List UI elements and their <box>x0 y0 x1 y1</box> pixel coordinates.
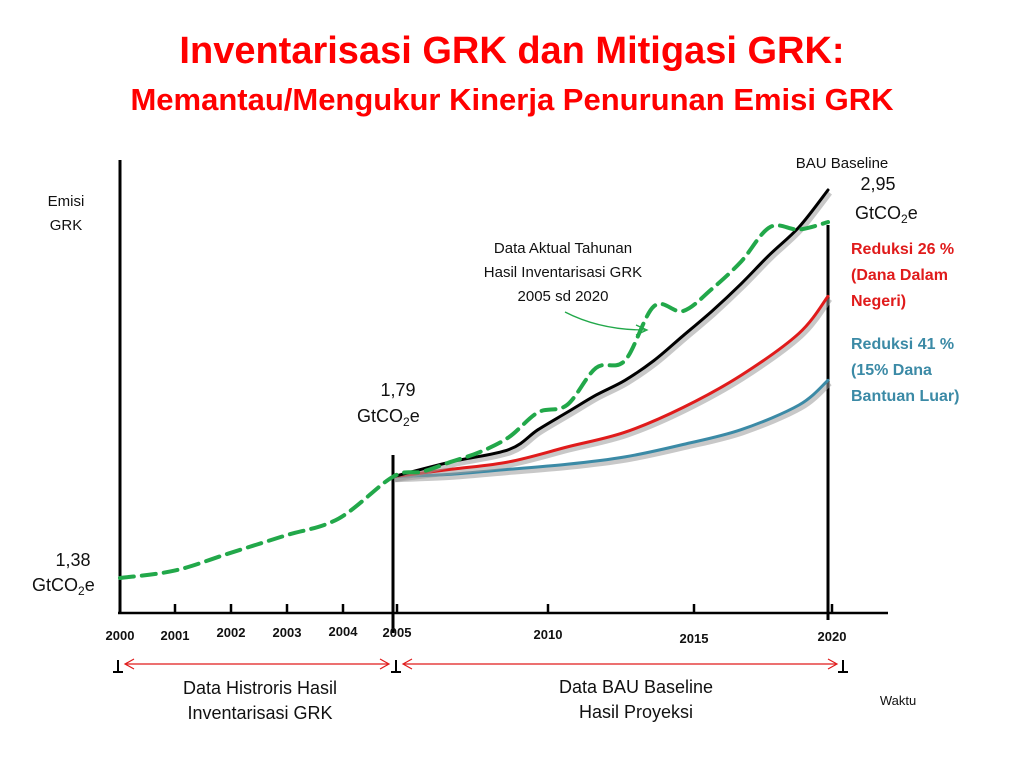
series-line-bau <box>391 188 830 479</box>
ylabel-line2: GRK <box>50 217 83 234</box>
projection-range-bracket <box>401 658 848 673</box>
start-value-label: 1,38 <box>55 550 90 570</box>
start-unit-label: GtCO2e <box>32 575 95 598</box>
r41-label-line1: Reduksi 41 % <box>851 336 954 353</box>
r41-label-line3: Bantuan Luar) <box>851 388 959 405</box>
x-ticks: 2000 2001 2002 2003 2004 2005 2010 2015 2020 <box>106 604 847 646</box>
x-tick-label-2001: 2001 <box>161 628 190 643</box>
r41-label-line2: (15% Dana <box>851 362 932 379</box>
series-shadow-3 <box>394 381 832 483</box>
aktual-annotation-line2: Hasil Inventarisasi GRK <box>484 264 642 281</box>
end-value-label: 2,95 <box>860 174 895 194</box>
x-tick-label-2002: 2002 <box>217 625 246 640</box>
projection-range-label-line1: Data BAU Baseline <box>559 677 713 697</box>
ylabel-line1: Emisi <box>48 193 85 210</box>
series-line-aktual <box>118 220 830 580</box>
x-tick-label-2000: 2000 <box>106 628 135 643</box>
x-tick-label-2010: 2010 <box>534 627 563 642</box>
x-tick-label-2020: 2020 <box>818 629 847 644</box>
r26-label-line3: Negeri) <box>851 293 906 310</box>
annotation-arrow <box>564 311 646 331</box>
mid-value-label: 1,79 <box>380 380 415 400</box>
series-layer <box>118 188 833 580</box>
series-shadow-1 <box>394 191 832 483</box>
page-title: Inventarisasi GRK dan Mitigasi GRK: <box>179 30 845 72</box>
historic-range-bracket <box>113 658 401 673</box>
r26-label-line2: (Dana Dalam <box>851 267 948 284</box>
x-tick-label-2004: 2004 <box>329 624 359 639</box>
r26-label-line1: Reduksi 26 % <box>851 241 954 258</box>
projection-range-label-line2: Hasil Proyeksi <box>579 702 693 722</box>
x-axis-label: Waktu <box>880 693 916 708</box>
end-unit-label: GtCO2e <box>855 203 918 226</box>
aktual-annotation-line3: 2005 sd 2020 <box>518 288 609 305</box>
page-subtitle: Memantau/Mengukur Kinerja Penurunan Emis… <box>130 82 894 117</box>
x-tick-label-2015: 2015 <box>680 631 709 646</box>
historic-range-label-line1: Data Histroris Hasil <box>183 678 337 698</box>
x-tick-label-2003: 2003 <box>273 625 302 640</box>
bau-legend-label: BAU Baseline <box>796 155 889 172</box>
series-line-reduksi-26 <box>391 294 830 479</box>
x-tick-label-2005: 2005 <box>383 625 412 640</box>
annotation-arrowhead <box>635 324 649 336</box>
series-shadow-2 <box>394 297 833 483</box>
aktual-annotation-line1: Data Aktual Tahunan <box>494 240 632 257</box>
historic-range-label-line2: Inventarisasi GRK <box>187 703 332 723</box>
mid-unit-label: GtCO2e <box>357 406 420 429</box>
